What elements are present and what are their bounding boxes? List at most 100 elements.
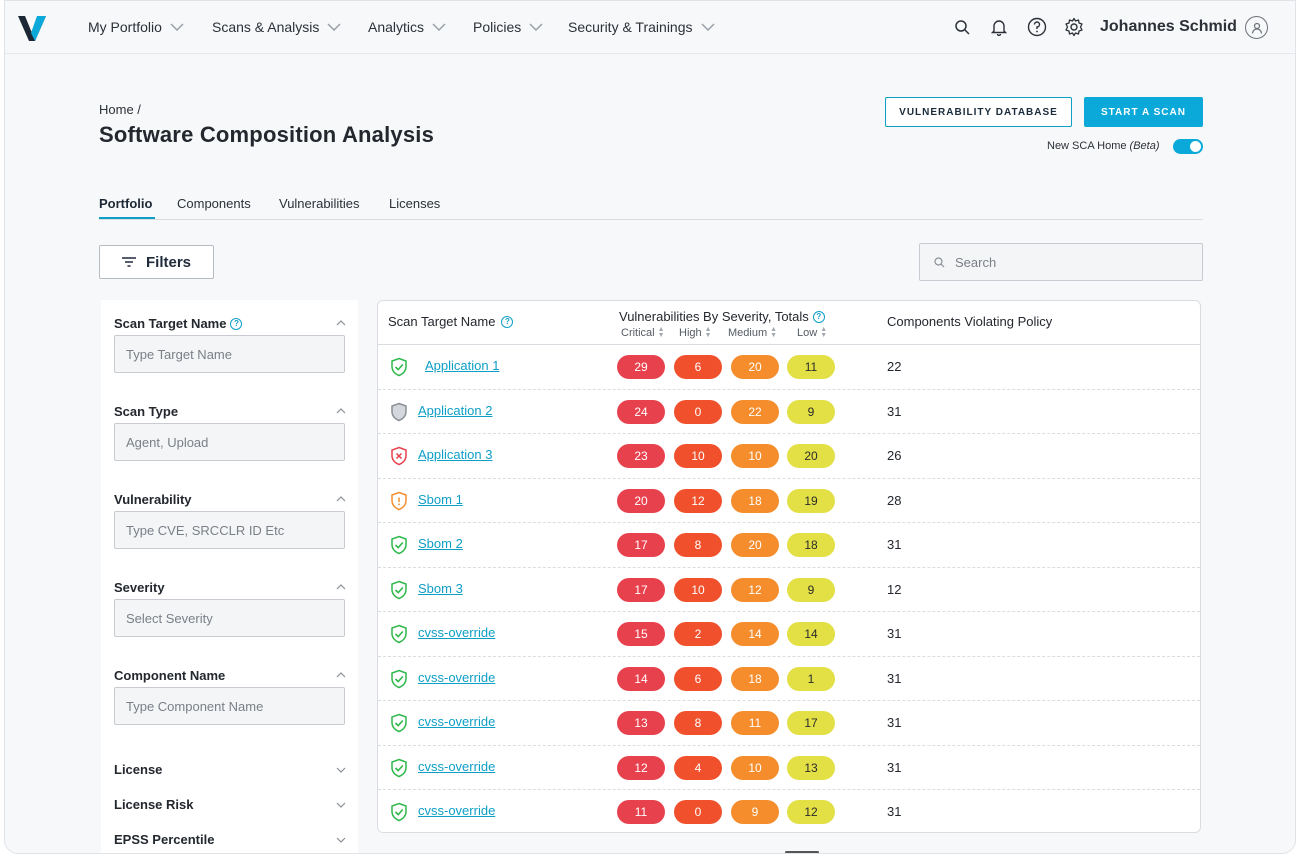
nav-policies[interactable]: Policies	[473, 19, 543, 35]
high-count-badge[interactable]: 12	[674, 488, 722, 513]
tab-portfolio[interactable]: Portfolio	[99, 196, 153, 211]
nav-my-portfolio[interactable]: My Portfolio	[88, 19, 184, 35]
column-header-scan-target-name[interactable]: Scan Target Name ?	[388, 314, 514, 329]
medium-count-badge[interactable]: 10	[731, 444, 779, 468]
chevron-up-icon[interactable]	[336, 584, 346, 590]
high-count-badge[interactable]: 4	[674, 755, 722, 780]
low-count-badge[interactable]: 11	[787, 355, 835, 379]
low-count-badge[interactable]: 1	[787, 666, 835, 691]
medium-count-badge[interactable]: 18	[731, 666, 779, 691]
filter-section-title[interactable]: Component Name	[114, 668, 225, 683]
critical-count-badge[interactable]: 17	[617, 577, 665, 602]
low-count-badge[interactable]: 13	[787, 755, 835, 780]
search-icon[interactable]	[950, 15, 974, 39]
gear-icon[interactable]	[1062, 15, 1086, 39]
critical-count-badge[interactable]: 24	[617, 399, 665, 424]
scan-target-link[interactable]: cvss-override	[418, 714, 496, 729]
filter-section-title[interactable]: Scan Type	[114, 404, 178, 419]
veracode-logo[interactable]	[17, 13, 47, 43]
critical-count-badge[interactable]: 11	[617, 800, 665, 824]
critical-count-badge[interactable]: 14	[617, 666, 665, 691]
critical-count-badge[interactable]: 15	[617, 622, 665, 646]
scan-target-link[interactable]: cvss-override	[418, 625, 496, 640]
low-count-badge[interactable]: 20	[787, 444, 835, 468]
column-header-components-violating[interactable]: Components Violating Policy	[887, 314, 1053, 329]
low-count-badge[interactable]: 9	[787, 399, 835, 424]
medium-count-badge[interactable]: 18	[731, 488, 779, 513]
high-count-badge[interactable]: 8	[674, 711, 722, 735]
filter-section-title[interactable]: License Risk	[114, 797, 194, 812]
chevron-down-icon[interactable]	[336, 802, 346, 808]
high-count-badge[interactable]: 10	[674, 577, 722, 602]
medium-count-badge[interactable]: 11	[731, 711, 779, 735]
critical-count-badge[interactable]: 12	[617, 755, 665, 780]
filter-input[interactable]: Type Component Name	[114, 687, 345, 725]
high-count-badge[interactable]: 8	[674, 533, 722, 557]
filter-section-title[interactable]: Scan Target Name?	[114, 316, 243, 331]
medium-count-badge[interactable]: 20	[731, 533, 779, 557]
help-icon[interactable]: ?	[230, 317, 243, 330]
vulnerability-database-button[interactable]: VULNERABILITY DATABASE	[885, 97, 1072, 127]
filter-section-collapsed[interactable]: EPSS Percentile	[101, 832, 358, 852]
filter-section-title[interactable]: EPSS Percentile	[114, 832, 215, 847]
critical-count-badge[interactable]: 29	[617, 355, 665, 379]
filters-button[interactable]: Filters	[99, 245, 214, 279]
critical-count-badge[interactable]: 13	[617, 711, 665, 735]
scan-target-link[interactable]: cvss-override	[418, 803, 496, 818]
user-name[interactable]: Johannes Schmid	[1100, 18, 1237, 35]
high-count-badge[interactable]: 2	[674, 622, 722, 646]
low-count-badge[interactable]: 19	[787, 488, 835, 513]
filter-section-collapsed[interactable]: License	[101, 762, 358, 782]
chevron-up-icon[interactable]	[336, 320, 346, 326]
critical-count-badge[interactable]: 17	[617, 533, 665, 557]
low-count-badge[interactable]: 17	[787, 711, 835, 735]
scan-target-link[interactable]: Sbom 1	[418, 491, 463, 507]
start-scan-button[interactable]: START A SCAN	[1084, 97, 1203, 127]
sort-low[interactable]: Low ▲ ▼	[797, 326, 827, 339]
scan-target-link[interactable]: Application 3	[418, 447, 493, 462]
scan-target-link[interactable]: Sbom 2	[418, 536, 463, 551]
high-count-badge[interactable]: 10	[674, 444, 722, 468]
nav-security-trainings[interactable]: Security & Trainings	[568, 19, 715, 35]
medium-count-badge[interactable]: 10	[731, 755, 779, 780]
medium-count-badge[interactable]: 22	[731, 399, 779, 424]
high-count-badge[interactable]: 0	[674, 800, 722, 824]
sort-medium[interactable]: Medium ▲ ▼	[728, 326, 777, 339]
chevron-up-icon[interactable]	[336, 408, 346, 414]
low-count-badge[interactable]: 9	[787, 577, 835, 602]
medium-count-badge[interactable]: 20	[731, 355, 779, 379]
filter-select[interactable]: Select Severity	[114, 599, 345, 637]
scan-target-link[interactable]: Application 2	[418, 402, 493, 418]
filter-section-collapsed[interactable]: License Risk	[101, 797, 358, 817]
search-input[interactable]	[955, 254, 1175, 270]
filter-section-title[interactable]: Severity	[114, 580, 165, 595]
filter-section-title[interactable]: Vulnerability	[114, 492, 192, 507]
low-count-badge[interactable]: 12	[787, 800, 835, 824]
chevron-down-icon[interactable]	[336, 837, 346, 843]
medium-count-badge[interactable]: 14	[731, 622, 779, 646]
filter-select[interactable]: Agent, Upload	[114, 423, 345, 461]
critical-count-badge[interactable]: 23	[617, 444, 665, 468]
chevron-up-icon[interactable]	[336, 496, 346, 502]
sort-high[interactable]: High ▲ ▼	[679, 326, 712, 339]
help-icon[interactable]: ?	[812, 310, 825, 323]
critical-count-badge[interactable]: 20	[617, 488, 665, 513]
medium-count-badge[interactable]: 9	[731, 800, 779, 824]
tab-licenses[interactable]: Licenses	[389, 196, 441, 211]
nav-analytics[interactable]: Analytics	[368, 19, 446, 35]
tab-components[interactable]: Components	[177, 196, 251, 211]
scan-target-link[interactable]: Sbom 3	[418, 580, 463, 596]
new-sca-home-toggle[interactable]	[1173, 139, 1203, 154]
scan-target-link[interactable]: cvss-override	[418, 669, 496, 685]
bell-icon[interactable]	[987, 15, 1011, 39]
medium-count-badge[interactable]: 12	[731, 577, 779, 602]
filter-section-title[interactable]: License	[114, 762, 163, 777]
help-icon[interactable]	[1025, 15, 1049, 39]
high-count-badge[interactable]: 6	[674, 666, 722, 691]
breadcrumb[interactable]: Home /	[99, 102, 141, 117]
low-count-badge[interactable]: 14	[787, 622, 835, 646]
chevron-up-icon[interactable]	[336, 672, 346, 678]
chevron-down-icon[interactable]	[336, 767, 346, 773]
tab-vulnerabilities[interactable]: Vulnerabilities	[279, 196, 360, 211]
scan-target-link[interactable]: cvss-override	[418, 758, 496, 774]
